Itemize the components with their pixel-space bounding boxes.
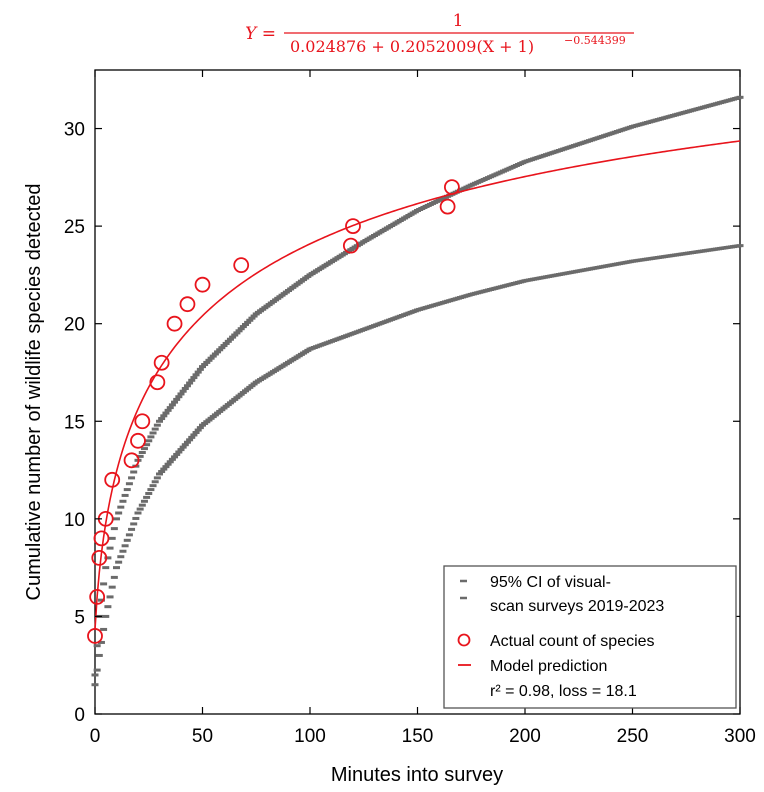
y-tick-label: 5 xyxy=(74,607,85,628)
x-tick-label: 100 xyxy=(294,726,326,747)
actual-count-point xyxy=(345,218,361,235)
actual-count-point xyxy=(149,374,166,391)
legend-circle-icon xyxy=(457,633,471,647)
equation-exponent: −0.544399 xyxy=(564,34,626,47)
legend-ci-label-line2: scan surveys 2019-2023 xyxy=(490,598,664,615)
x-tick-label: 0 xyxy=(90,726,101,747)
y-tick-label: 0 xyxy=(74,705,85,726)
actual-count-point xyxy=(134,413,151,430)
y-tick-label: 25 xyxy=(64,217,85,238)
actual-count-point xyxy=(93,530,110,547)
legend-model-label-line1: Model prediction xyxy=(490,658,607,675)
actual-count-point xyxy=(179,296,196,313)
equation-numerator: 1 xyxy=(453,11,464,31)
y-tick-label: 15 xyxy=(64,412,85,433)
actual-count-point xyxy=(104,471,121,488)
equation-lhs: Y = xyxy=(245,24,276,44)
actual-count-point xyxy=(342,237,359,254)
y-tick-label: 10 xyxy=(64,510,85,531)
model-equation: Y = 1 0.024876 + 0.2052009(X + 1) −0.544… xyxy=(245,11,634,56)
legend: 95% CI of visual- scan surveys 2019-2023… xyxy=(443,565,737,709)
actual-count-series xyxy=(87,179,460,644)
actual-count-point xyxy=(91,549,108,566)
actual-count-point xyxy=(89,589,106,605)
y-tick-label: 20 xyxy=(64,315,85,336)
actual-count-point xyxy=(166,315,183,332)
actual-count-point xyxy=(87,628,103,644)
actual-count-point xyxy=(130,432,146,449)
x-tick-label: 250 xyxy=(617,726,649,747)
legend-ci-symbol xyxy=(460,579,467,600)
actual-count-point xyxy=(439,198,456,215)
y-axis: 0 5 10 15 20 25 30 xyxy=(64,120,740,726)
ci-lower-series xyxy=(91,244,744,687)
model-prediction-line xyxy=(94,140,741,630)
x-tick-label: 200 xyxy=(509,726,541,747)
x-tick-label: 150 xyxy=(402,726,434,747)
actual-count-point xyxy=(194,276,211,293)
actual-count-point xyxy=(233,257,250,274)
legend-ci-label-line1: 95% CI of visual- xyxy=(490,574,611,591)
legend-model-label-line2: r² = 0.98, loss = 18.1 xyxy=(490,683,637,700)
equation-denominator: 0.024876 + 0.2052009(X + 1) xyxy=(290,37,534,56)
actual-count-point xyxy=(123,452,140,469)
x-tick-label: 300 xyxy=(724,726,756,747)
legend-box xyxy=(443,565,737,709)
legend-actual-label: Actual count of species xyxy=(490,633,655,650)
x-axis: 0 50 100 150 200 250 300 xyxy=(90,70,756,747)
x-tick-label: 50 xyxy=(192,726,213,747)
y-tick-label: 30 xyxy=(64,120,85,141)
y-axis-label: Cumulative number of wildlife species de… xyxy=(23,184,45,601)
actual-count-point xyxy=(153,354,170,371)
x-axis-label: Minutes into survey xyxy=(331,764,503,786)
actual-count-point xyxy=(443,179,460,195)
model-prediction-series xyxy=(94,140,741,630)
